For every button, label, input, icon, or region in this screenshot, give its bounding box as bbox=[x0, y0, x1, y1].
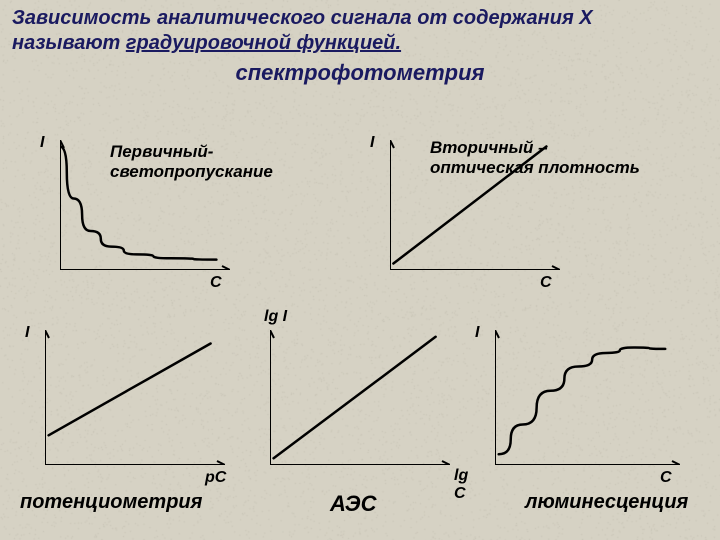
chart-top_right: IСВторичный – оптическая плотность bbox=[390, 140, 560, 270]
chart-plot bbox=[495, 330, 680, 465]
chart-bottom_mid: lg Ilg CАЭС bbox=[270, 330, 450, 465]
chart-top_left: IСПервичный- светопропускание bbox=[60, 140, 230, 270]
y-axis-label: I bbox=[40, 134, 44, 152]
x-axis-label: pC bbox=[205, 469, 226, 487]
chart-plot bbox=[45, 330, 225, 465]
slide-title: Зависимость аналитического сигнала от со… bbox=[0, 0, 720, 56]
slide-content: Зависимость аналитического сигнала от со… bbox=[0, 0, 720, 540]
x-axis-label: С bbox=[660, 469, 672, 487]
chart-caption: Вторичный – оптическая плотность bbox=[430, 138, 640, 178]
chart-bottom_right: IСлюминесценция bbox=[495, 330, 680, 465]
chart-plot bbox=[270, 330, 450, 465]
x-axis-label: lg C bbox=[454, 467, 468, 503]
x-axis-label: С bbox=[210, 274, 222, 292]
method-label: потенциометрия bbox=[20, 491, 202, 514]
chart-bottom_left: IpCпотенциометрия bbox=[45, 330, 225, 465]
method-label: АЭС bbox=[330, 491, 377, 517]
method-label: люминесценция bbox=[525, 491, 688, 514]
slide-subtitle: спектрофотометрия bbox=[0, 60, 720, 86]
x-axis-label: С bbox=[540, 274, 552, 292]
y-axis-label: I bbox=[475, 324, 479, 342]
y-axis-label: I bbox=[370, 134, 374, 152]
y-axis-label: lg I bbox=[264, 308, 287, 326]
y-axis-label: I bbox=[25, 324, 29, 342]
chart-caption: Первичный- светопропускание bbox=[110, 142, 273, 182]
